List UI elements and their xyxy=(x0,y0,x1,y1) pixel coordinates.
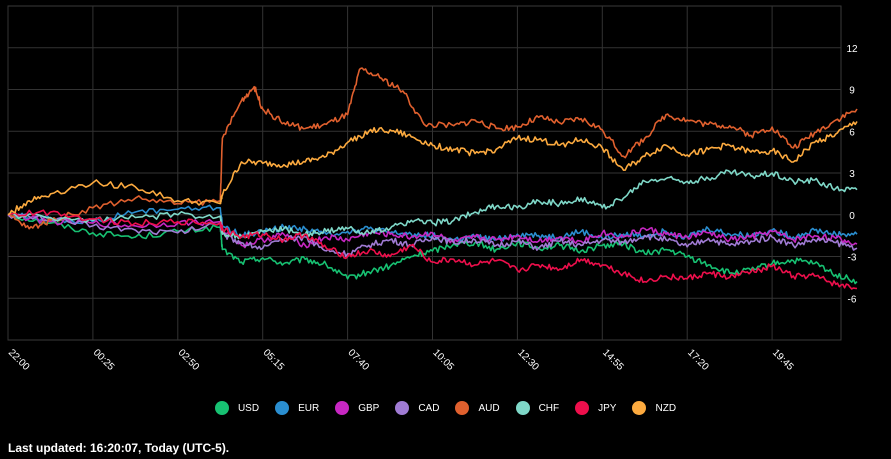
legend-item-usd[interactable]: USD xyxy=(214,401,260,415)
chart-series xyxy=(7,67,858,290)
legend-label: USD xyxy=(237,402,260,414)
last-updated-text: Last updated: 16:20:07, Today (UTC-5). xyxy=(8,441,230,455)
y-tick-label: 6 xyxy=(849,127,855,138)
x-tick-label: 02:50 xyxy=(176,347,202,373)
y-tick-label: -3 xyxy=(848,253,857,264)
legend-item-chf[interactable]: CHF xyxy=(515,401,560,415)
chart-grid xyxy=(7,5,842,341)
legend-dot-icon xyxy=(214,401,229,415)
x-tick-label: 22:00 xyxy=(6,347,32,373)
series-line-jpy xyxy=(7,209,858,290)
chart-legend: USD EUR GBP CAD AUD CHF JPY NZD xyxy=(0,400,891,416)
legend-label: JPY xyxy=(598,402,617,414)
legend-dot-icon xyxy=(395,401,410,415)
legend-label: AUD xyxy=(478,402,500,414)
series-line-nzd xyxy=(7,121,858,216)
x-tick-label: 00:25 xyxy=(91,347,117,373)
series-line-aud xyxy=(7,67,858,230)
legend-item-cad[interactable]: CAD xyxy=(395,401,439,415)
legend-dot-icon xyxy=(632,401,647,415)
y-tick-label: 3 xyxy=(849,169,855,180)
legend-dot-icon xyxy=(575,401,590,415)
series-line-chf xyxy=(7,169,858,240)
y-tick-label: -6 xyxy=(848,294,857,305)
x-tick-label: 14:55 xyxy=(600,347,626,373)
legend-item-aud[interactable]: AUD xyxy=(455,401,500,415)
x-tick-label: 17:20 xyxy=(685,347,711,373)
chart-axes: 12 9 6 3 0 -3 -6 22:00 00:25 02:50 05:15 07:40 10:05… xyxy=(6,44,858,373)
legend-label: EUR xyxy=(298,402,320,414)
x-tick-label: 07:40 xyxy=(345,347,371,373)
legend-dot-icon xyxy=(455,401,470,415)
legend-item-gbp[interactable]: GBP xyxy=(335,401,379,415)
legend-dot-icon xyxy=(275,401,290,415)
y-tick-label: 0 xyxy=(849,211,855,222)
y-tick-label: 12 xyxy=(846,44,858,55)
legend-dot-icon xyxy=(335,401,350,415)
x-tick-label: 19:45 xyxy=(770,347,796,373)
legend-dot-icon xyxy=(515,401,530,415)
x-tick-label: 12:30 xyxy=(515,347,541,373)
legend-label: GBP xyxy=(358,402,380,414)
currency-strength-chart: 12 9 6 3 0 -3 -6 22:00 00:25 02:50 05:15 07:40 10:05… xyxy=(6,5,858,373)
series-line-usd xyxy=(7,214,858,285)
legend-label: CAD xyxy=(418,402,440,414)
legend-label: CHF xyxy=(538,402,560,414)
legend-item-nzd[interactable]: NZD xyxy=(632,401,676,415)
x-tick-label: 10:05 xyxy=(430,347,456,373)
x-tick-label: 05:15 xyxy=(261,347,287,373)
legend-item-jpy[interactable]: JPY xyxy=(575,401,616,415)
y-tick-label: 9 xyxy=(849,86,855,97)
legend-item-eur[interactable]: EUR xyxy=(275,401,319,415)
legend-label: NZD xyxy=(655,402,677,414)
